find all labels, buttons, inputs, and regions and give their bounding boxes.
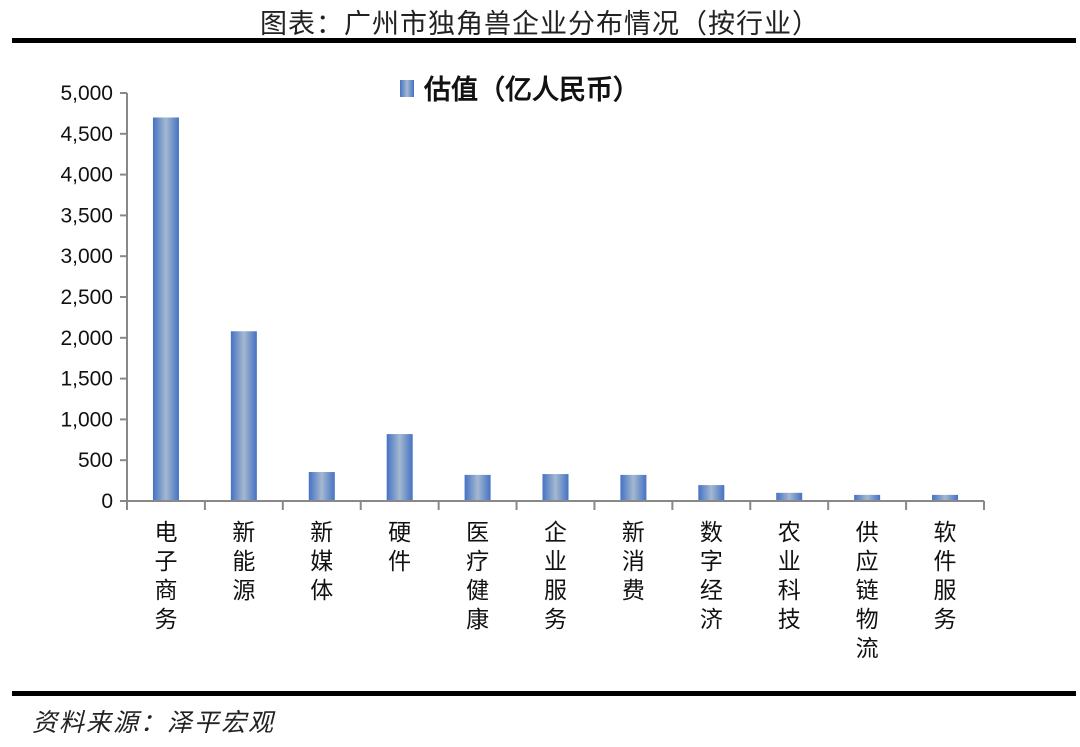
x-category-label: 硬 [388, 520, 411, 546]
x-category-label: 务 [154, 607, 177, 633]
chart-title: 图表：广州市独角兽企业分布情况（按行业） [260, 9, 820, 40]
x-category-label: 康 [466, 607, 489, 633]
bar [230, 331, 257, 501]
y-tick-label: 2,000 [60, 327, 113, 350]
y-tick-label: 3,500 [60, 204, 113, 227]
y-tick-label: 500 [78, 449, 113, 472]
x-category-label: 媒 [310, 549, 333, 575]
x-category-label: 务 [934, 607, 957, 633]
y-tick-label: 2,500 [60, 286, 113, 309]
x-category-label: 疗 [466, 549, 489, 575]
x-category-label: 流 [856, 636, 879, 662]
legend-swatch-icon [400, 80, 414, 97]
x-category-label: 链 [856, 578, 879, 604]
x-category-label: 软 [934, 520, 957, 546]
x-category-label: 经 [700, 578, 723, 604]
x-category-label: 应 [856, 549, 879, 575]
bar [152, 117, 179, 501]
bar [932, 494, 959, 501]
x-category-label: 新 [622, 520, 645, 546]
source-note: 资料来源：泽平宏观 [32, 708, 276, 737]
x-category-label: 济 [700, 607, 723, 633]
y-axis: 0 500 1,000 1,500 2,000 2,500 3,000 3,500 4,000 4… [60, 82, 128, 513]
bottom-rule [12, 691, 1076, 696]
x-category-label: 农 [778, 520, 801, 546]
x-category-label: 商 [154, 578, 177, 604]
x-category-label: 件 [934, 549, 957, 575]
y-tick-label: 5,000 [60, 82, 113, 105]
bar [308, 472, 335, 501]
y-tick-label: 4,000 [60, 164, 113, 187]
x-category-label: 医 [466, 520, 489, 546]
x-category-label: 体 [310, 578, 333, 604]
y-tick-label: 0 [101, 490, 113, 513]
x-category-label: 子 [154, 549, 177, 575]
x-category-label: 能 [232, 549, 255, 575]
x-category-label: 业 [544, 549, 567, 575]
chart-legend: 估值（亿人民币） [400, 75, 640, 106]
x-category-label: 供 [856, 520, 879, 546]
x-category-label: 服 [934, 578, 957, 604]
x-category-label: 数 [700, 520, 723, 546]
bar-chart: 估值（亿人民币） 0 500 1,000 1,500 2,000 2,500 3,000 3,… [60, 75, 985, 662]
bar [854, 494, 881, 501]
bar [542, 474, 569, 501]
bar [620, 474, 647, 501]
x-category-label: 技 [778, 607, 801, 633]
x-category-label: 服 [544, 578, 567, 604]
x-category-label: 务 [544, 607, 567, 633]
bar [698, 485, 725, 501]
x-category-label: 新 [310, 520, 333, 546]
x-category-label: 源 [232, 578, 255, 604]
bar [464, 474, 491, 501]
x-category-label: 件 [388, 549, 411, 575]
bar [776, 492, 803, 501]
x-category-label: 健 [466, 578, 489, 604]
x-category-label: 消 [622, 549, 645, 575]
x-category-label: 企 [544, 520, 567, 546]
x-category-label: 新 [232, 520, 255, 546]
legend-label: 估值（亿人民币） [423, 75, 640, 106]
top-rule [12, 38, 1076, 43]
x-category-label: 费 [622, 578, 645, 604]
y-tick-label: 4,500 [60, 123, 113, 146]
x-category-label: 科 [778, 578, 801, 604]
bars [152, 117, 959, 501]
bar [386, 434, 413, 501]
x-category-label: 业 [778, 549, 801, 575]
x-category-label: 物 [856, 607, 879, 633]
y-tick-label: 1,000 [60, 408, 113, 431]
y-tick-label: 3,000 [60, 245, 113, 268]
x-category-label: 电 [154, 520, 177, 546]
x-category-label: 字 [700, 549, 723, 575]
y-tick-label: 1,500 [60, 368, 113, 391]
